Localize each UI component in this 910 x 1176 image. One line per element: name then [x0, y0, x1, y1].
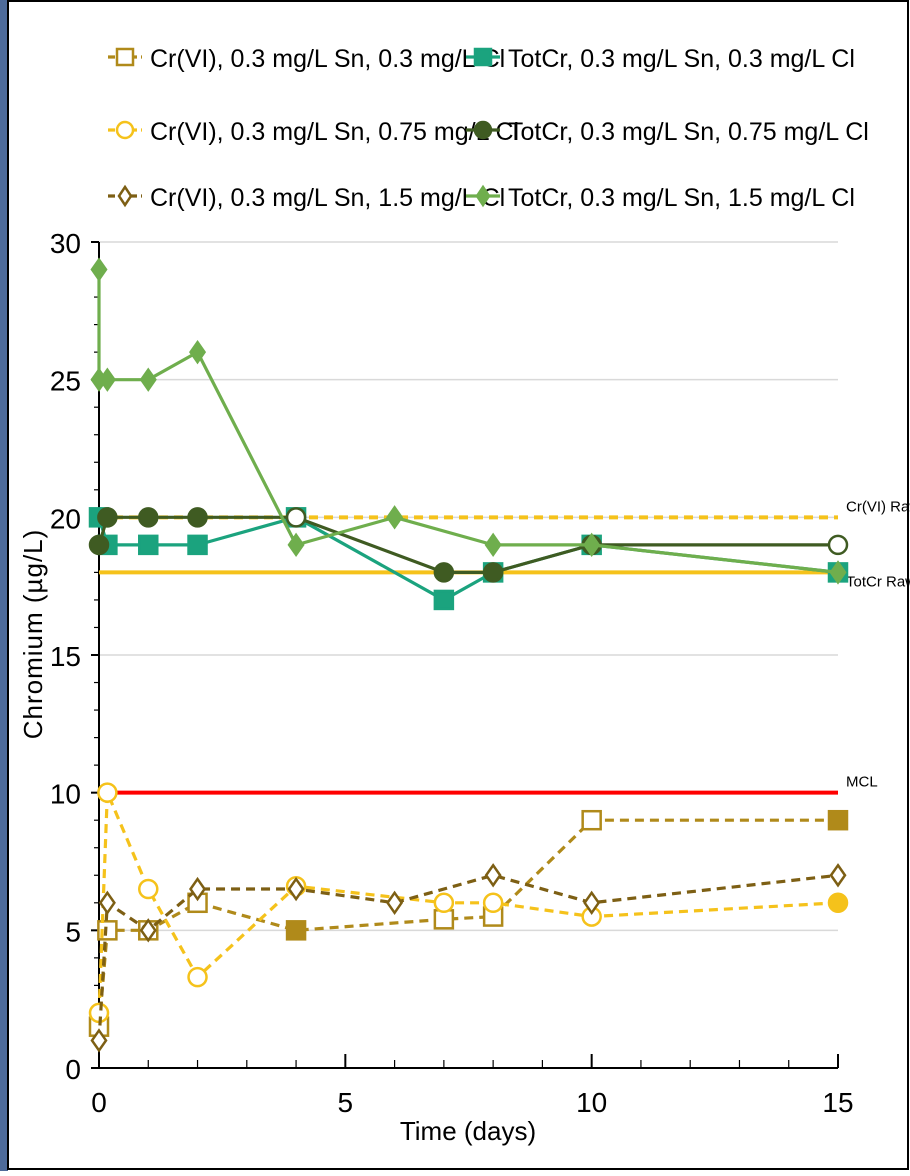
- data-point: [827, 892, 849, 914]
- data-point: [90, 257, 108, 282]
- data-point: [433, 589, 455, 611]
- x-tick-label: 15: [822, 1087, 853, 1118]
- data-point: [97, 782, 118, 803]
- data-point: [187, 507, 208, 528]
- data-point: [138, 507, 159, 528]
- data-point: [386, 505, 404, 530]
- y-tick-label: 10: [50, 779, 81, 810]
- data-point: [115, 47, 135, 67]
- data-point: [138, 534, 159, 556]
- y-tick-label: 0: [65, 1054, 81, 1085]
- data-point: [583, 890, 601, 915]
- data-point: [285, 920, 307, 941]
- series-layer: [88, 257, 849, 1053]
- data-point: [583, 532, 601, 558]
- data-point: [829, 863, 847, 888]
- legend-item: Cr(VI), 0.3 mg/L Sn, 1.5 mg/L Cl: [108, 184, 505, 212]
- y-tick-label: 30: [50, 228, 81, 259]
- x-tick-label: 5: [338, 1087, 354, 1118]
- data-point: [482, 562, 504, 583]
- data-point: [386, 890, 404, 915]
- legend-item: Cr(VI), 0.3 mg/L Sn, 0.75 mg/L Cl: [108, 118, 519, 146]
- y-tick-label: 20: [50, 503, 81, 534]
- data-point: [115, 120, 135, 140]
- data-point: [285, 507, 307, 528]
- data-point: [138, 878, 159, 900]
- reference-line-label: Cr(VI) Raw: [846, 498, 910, 515]
- x-tick-label: 0: [91, 1087, 107, 1118]
- data-point: [187, 966, 208, 988]
- data-point: [187, 534, 208, 556]
- data-point: [484, 532, 502, 558]
- legend-item: TotCr, 0.3 mg/L Sn, 0.3 mg/L Cl: [466, 45, 855, 73]
- y-axis-title: Chromium (µg/L): [18, 529, 48, 740]
- data-point: [98, 367, 116, 392]
- data-point: [829, 560, 847, 585]
- data-point: [433, 562, 455, 583]
- data-point: [473, 47, 493, 67]
- legend-item: Cr(VI), 0.3 mg/L Sn, 0.3 mg/L Cl: [108, 45, 505, 73]
- x-tick-label: 10: [576, 1087, 607, 1118]
- legend-item: TotCr, 0.3 mg/L Sn, 1.5 mg/L Cl: [466, 184, 855, 212]
- data-point: [287, 532, 305, 558]
- data-point: [117, 184, 133, 208]
- x-axis-title: Time (days): [400, 1116, 536, 1146]
- data-point: [189, 876, 207, 902]
- data-point: [287, 876, 305, 902]
- data-point: [482, 892, 504, 914]
- y-tick-label: 25: [50, 366, 81, 397]
- data-point: [581, 809, 602, 831]
- legend-label: TotCr, 0.3 mg/L Sn, 0.3 mg/L Cl: [508, 45, 855, 73]
- data-point: [189, 339, 207, 365]
- legend-label: Cr(VI), 0.3 mg/L Sn, 0.3 mg/L Cl: [150, 45, 505, 73]
- reference-line-label: MCL: [846, 774, 878, 791]
- data-point: [827, 534, 849, 556]
- data-point: [90, 1028, 108, 1053]
- y-tick-label: 15: [50, 641, 81, 672]
- legend-item: TotCr, 0.3 mg/L Sn, 0.75 mg/L Cl: [466, 118, 869, 146]
- legend-label: TotCr, 0.3 mg/L Sn, 1.5 mg/L Cl: [508, 184, 855, 212]
- data-point: [88, 534, 110, 556]
- data-point: [433, 892, 455, 914]
- data-point: [98, 890, 116, 915]
- data-point: [827, 809, 849, 831]
- data-point: [484, 863, 502, 888]
- frame-border: [7, 0, 909, 1170]
- series-6: [90, 257, 847, 585]
- legend-label: Cr(VI), 0.3 mg/L Sn, 0.75 mg/L Cl: [150, 118, 519, 146]
- data-point: [139, 918, 157, 943]
- series-line: [97, 818, 838, 1027]
- series-5: [90, 863, 847, 1053]
- side-accent: [0, 0, 8, 1171]
- legend: Cr(VI), 0.3 mg/L Sn, 0.3 mg/L Cl TotCr, 0…: [108, 45, 869, 212]
- reference-line-label: TotCr Raw: [846, 573, 910, 590]
- data-point: [97, 507, 118, 528]
- y-tick-label: 5: [65, 916, 81, 947]
- legend-label: TotCr, 0.3 mg/L Sn, 0.75 mg/L Cl: [508, 118, 869, 146]
- legend-label: Cr(VI), 0.3 mg/L Sn, 1.5 mg/L Cl: [150, 184, 505, 212]
- data-point: [473, 120, 493, 140]
- data-point: [139, 367, 157, 392]
- data-point: [475, 184, 491, 208]
